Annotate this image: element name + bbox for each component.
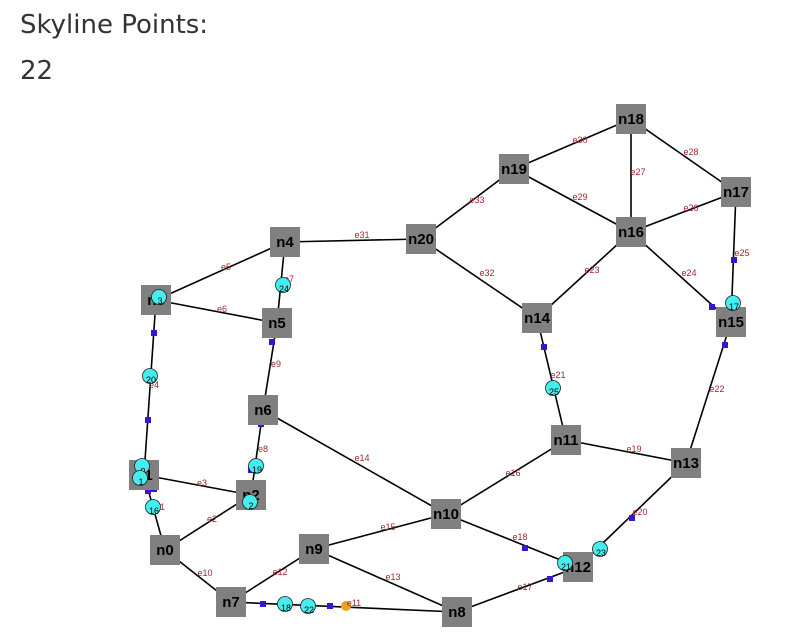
- skyline-point-label: 23: [596, 548, 606, 558]
- node-label-n19: n19: [501, 161, 527, 178]
- node-label-n17: n17: [723, 184, 749, 201]
- node-label-n8: n8: [448, 604, 466, 621]
- skyline-point-label: 19: [252, 465, 262, 475]
- edge-marker: [151, 330, 157, 336]
- edge-label-e10: e10: [197, 568, 212, 578]
- skyline-point-label: 2: [248, 501, 253, 511]
- skyline-point-label: 24: [279, 284, 289, 294]
- edge-label-e17: e17: [517, 582, 532, 592]
- edge-label-e19: e19: [626, 444, 641, 454]
- node-label-n4: n4: [276, 234, 294, 251]
- edge-label-e2: e2: [207, 514, 217, 524]
- edge-label-e12: e12: [272, 567, 287, 577]
- edge-marker: [269, 339, 275, 345]
- edge-label-e9: e9: [271, 359, 281, 369]
- edge-label-e33: e33: [469, 195, 484, 205]
- edge-label-e6: e6: [217, 304, 227, 314]
- edge-marker: [709, 304, 715, 310]
- skyline-point-label: 18: [281, 603, 291, 613]
- edge-label-e27: e27: [630, 167, 645, 177]
- edge-marker: [260, 601, 266, 607]
- edge-marker: [522, 545, 528, 551]
- node-label-n13: n13: [673, 455, 699, 472]
- edge-label-e24: e24: [681, 268, 696, 278]
- skyline-point-label: 16: [149, 506, 159, 516]
- edge-e32: [421, 239, 537, 318]
- edge-marker: [547, 576, 553, 582]
- node-label-n16: n16: [618, 224, 644, 241]
- skyline-point-label: 3: [157, 296, 162, 306]
- edge-label-e23: e23: [584, 265, 599, 275]
- skyline-point-label: 25: [549, 387, 559, 397]
- edge-label-e25: e25: [734, 248, 749, 258]
- edge-label-e28: e28: [683, 147, 698, 157]
- edge-marker: [722, 342, 728, 348]
- edge-label-e5: e5: [221, 262, 231, 272]
- edge-label-e26: e26: [683, 203, 698, 213]
- skyline-point-label: 20: [146, 375, 156, 385]
- edge-label-e3: e3: [197, 478, 207, 488]
- node-label-n7: n7: [222, 594, 240, 611]
- edge-label-e13: e13: [385, 572, 400, 582]
- edge-label-e15: e15: [380, 522, 395, 532]
- node-label-n0: n0: [156, 542, 174, 559]
- edge-label-e21: e21: [550, 370, 565, 380]
- edge-label-e20: e20: [632, 507, 647, 517]
- edge-label-e18: e18: [512, 532, 527, 542]
- edge-label-e29: e29: [572, 192, 587, 202]
- edge-label-e32: e32: [479, 268, 494, 278]
- node-label-n10: n10: [433, 506, 459, 523]
- edge-label-e30: e30: [572, 135, 587, 145]
- skyline-point-label: 21: [561, 562, 571, 572]
- edge-marker: [145, 417, 151, 423]
- edge-label-e16: e16: [505, 468, 520, 478]
- node-label-n15: n15: [718, 314, 744, 331]
- node-label-n5: n5: [268, 315, 286, 332]
- edge-label-e31: e31: [354, 230, 369, 240]
- node-label-n11: n11: [553, 432, 578, 449]
- skyline-point-label: 1: [138, 477, 143, 487]
- node-label-n6: n6: [254, 402, 272, 419]
- node-label-n9: n9: [305, 541, 323, 558]
- edge-marker: [541, 344, 547, 350]
- edge-label-e14: e14: [354, 453, 369, 463]
- node-label-n20: n20: [408, 231, 434, 248]
- skyline-point-label: 17: [729, 302, 739, 312]
- edge-label-e22: e22: [709, 384, 724, 394]
- node-label-n14: n14: [524, 310, 551, 327]
- edge-label-e11: e11: [347, 598, 361, 608]
- skyline-point-label: 22: [304, 605, 314, 615]
- edge-marker: [327, 603, 333, 609]
- node-label-n18: n18: [618, 111, 644, 128]
- edge-e31: [285, 239, 421, 242]
- edge-label-e8: e8: [258, 444, 268, 454]
